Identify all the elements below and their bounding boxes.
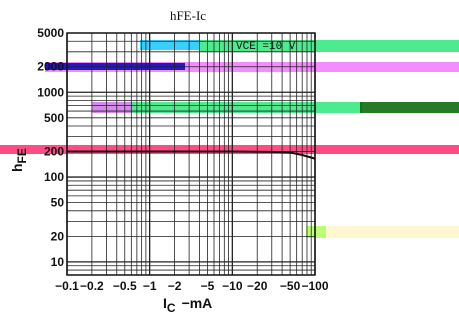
x-tick-label: −1	[143, 279, 157, 293]
chart-title: hFE-Ic	[170, 8, 206, 23]
scan-overlay-band	[308, 226, 459, 238]
y-tick-label: 50	[51, 196, 65, 210]
y-tick-label: 20	[51, 229, 65, 243]
x-tick-label: −10	[222, 279, 243, 293]
x-tick-label: −50	[280, 279, 301, 293]
y-tick-label: 100	[44, 170, 64, 184]
y-axis-label: hFE	[9, 148, 29, 172]
y-tick-label: 2000	[37, 60, 64, 74]
y-tick-label: 5000	[37, 26, 64, 40]
x-tick-label: −2	[168, 279, 182, 293]
series-line	[67, 150, 316, 160]
x-axis-label-unit: −mA	[182, 295, 213, 311]
y-tick-label: 10	[51, 255, 65, 269]
condition-annotation: VCE =10 V	[236, 41, 296, 53]
x-tick-label: −5	[201, 279, 215, 293]
y-axis-label-main: h	[9, 163, 25, 172]
overlay-layer	[0, 40, 459, 238]
y-axis-label-text: hFE	[9, 148, 29, 172]
scan-overlay-band	[140, 40, 200, 50]
x-tick-label: −20	[247, 279, 268, 293]
x-tick-label: −0.1	[55, 279, 79, 293]
tick-layer: −0.1 −0.2 −0.5 −1 −2 −5 −10 −20 −50 −100 10 20 50 100…	[37, 26, 329, 293]
x-tick-label: −100	[301, 279, 328, 293]
y-tick-label: 500	[44, 111, 64, 125]
scan-overlay-band	[92, 102, 132, 113]
plot-frame	[66, 32, 316, 276]
scan-overlay-band	[92, 102, 362, 113]
x-axis-label-text: IC −mA	[163, 295, 212, 315]
y-tick-label: 1000	[37, 85, 64, 99]
x-tick-label: −0.5	[113, 279, 137, 293]
scan-overlay-band	[360, 102, 459, 113]
y-axis-label-sub: FE	[15, 148, 29, 163]
y-tick-label: 200	[44, 145, 64, 159]
scan-overlay-band	[200, 40, 459, 52]
x-axis-label-sub: C	[167, 301, 176, 315]
x-tick-label: −0.2	[80, 279, 104, 293]
x-axis-label: IC −mA	[163, 295, 212, 315]
series-layer	[67, 150, 316, 160]
scan-overlay-band	[0, 145, 459, 154]
x-axis-label-main: I	[163, 295, 167, 311]
